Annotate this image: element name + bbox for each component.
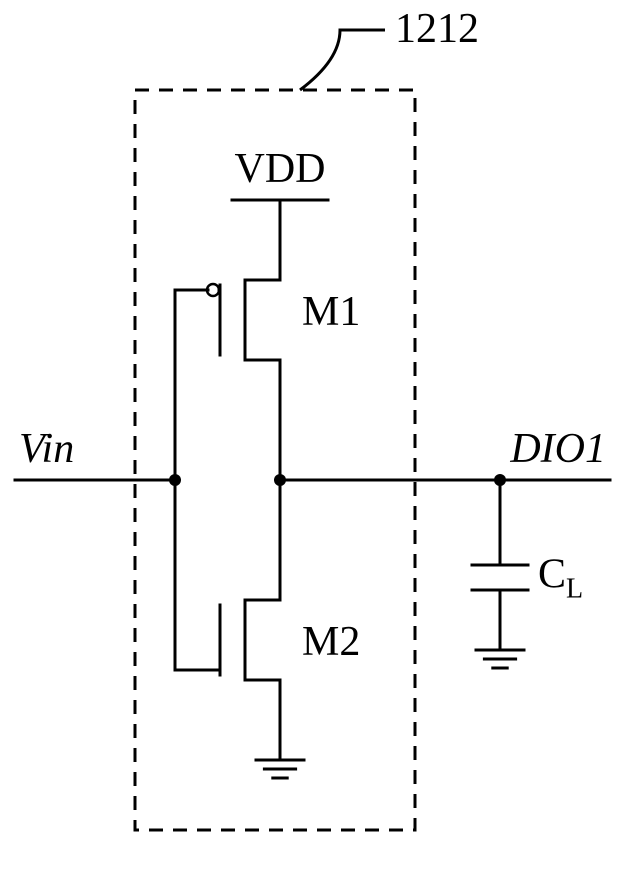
transistor-m1-pmos: [207, 270, 280, 370]
callout-label: 1212: [395, 6, 479, 52]
cmos-inverter-schematic: 1212 VDD Vin DIO1 M1 M2 CL: [0, 0, 630, 873]
gate-wiring: [175, 290, 220, 670]
vdd-label: VDD: [235, 146, 326, 192]
m2-label: M2: [302, 619, 360, 665]
dio1-label: DIO1: [509, 426, 606, 472]
bottom-ground: [256, 760, 304, 778]
callout-curve: [300, 30, 385, 90]
transistor-m2-nmos: [220, 590, 280, 690]
load-capacitor: [472, 480, 528, 650]
vin-node: [169, 474, 181, 486]
cl-label: CL: [538, 552, 583, 605]
capacitor-ground: [476, 650, 524, 668]
vin-label: Vin: [19, 426, 74, 472]
m1-label: M1: [302, 289, 360, 335]
